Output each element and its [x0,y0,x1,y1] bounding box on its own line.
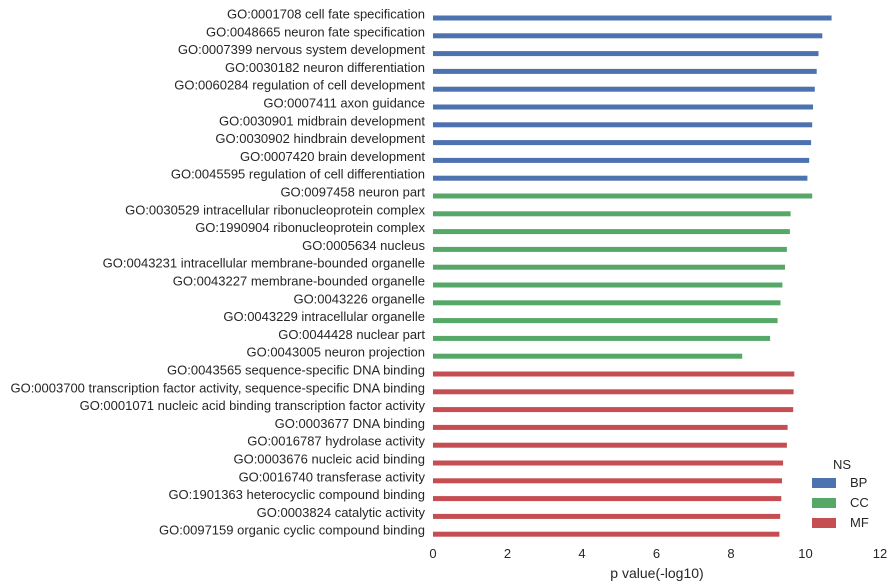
legend-title: NS [833,457,851,472]
bar-mf-24 [433,442,787,448]
bar-mf-22 [433,407,794,413]
y-tick-label: GO:0044428 nuclear part [278,327,425,342]
bar-cc-18 [433,335,771,341]
bar-bp-0 [433,15,832,21]
y-tick-label: GO:0016787 hydrolase activity [247,434,425,449]
bar-bp-7 [433,140,812,146]
y-tick-label: GO:0003677 DNA binding [275,416,425,431]
y-tick-label: GO:0005634 nucleus [302,238,425,253]
y-tick-label: GO:1901363 heterocyclic compound binding [168,487,425,502]
bar-bp-3 [433,68,817,74]
y-tick-label: GO:0043227 membrane-bounded organelle [173,274,425,289]
legend-label-cc: CC [850,495,869,510]
y-tick-label: GO:0043565 sequence-specific DNA binding [167,363,425,378]
bar-cc-12 [433,229,790,235]
legend-swatch-cc [812,498,836,508]
y-tick-label: GO:0048665 neuron fate specification [206,24,425,39]
y-tick-label: GO:0003824 catalytic activity [257,505,426,520]
y-tick-label: GO:0043226 organelle [293,291,425,306]
bar-mf-26 [433,478,782,484]
bar-cc-19 [433,353,743,359]
bar-bp-9 [433,175,808,181]
x-tick-label: 12 [873,546,887,561]
y-tick-label: GO:0043231 intracellular membrane-bounde… [103,256,425,271]
bar-bp-5 [433,104,813,110]
x-tick-label: 10 [798,546,812,561]
bar-cc-16 [433,300,781,306]
y-tick-label: GO:0045595 regulation of cell differenti… [171,167,425,182]
bar-mf-25 [433,460,784,466]
legend-items: BP CC MF [812,475,869,530]
y-tick-label: GO:0007420 brain development [240,149,425,164]
bar-bp-1 [433,33,823,39]
y-tick-label: GO:0043229 intracellular organelle [223,309,425,324]
y-tick-label: GO:0007399 nervous system development [178,42,426,57]
y-tick-label: GO:0001071 nucleic acid binding transcri… [80,398,426,413]
bar-mf-21 [433,389,794,395]
y-tick-labels: GO:0001708 cell fate specification GO:004… [10,7,425,538]
bar-mf-23 [433,424,788,430]
y-tick-label: GO:0060284 regulation of cell developmen… [174,78,425,93]
bar-bp-4 [433,86,815,92]
bar-mf-27 [433,496,782,502]
legend: NS BP CC MF [812,457,869,530]
bars-group [433,15,832,537]
y-tick-label: GO:0030529 intracellular ribonucleoprote… [125,202,425,217]
x-tick-label: 4 [578,546,585,561]
y-tick-label: GO:0030182 neuron differentiation [225,60,425,75]
legend-label-bp: BP [850,475,867,490]
bar-mf-28 [433,513,781,519]
bar-cc-15 [433,282,783,288]
y-tick-label: GO:0030901 midbrain development [219,113,425,128]
x-axis-label: p value(-log10) [610,565,703,581]
x-tick-label: 6 [653,546,660,561]
y-tick-label: GO:0003676 nucleic acid binding [233,452,425,467]
y-tick-label: GO:0003700 transcription factor activity… [10,380,425,395]
legend-label-mf: MF [850,515,869,530]
legend-swatch-bp [812,478,836,488]
x-tick-label: 2 [504,546,511,561]
bar-bp-8 [433,157,810,163]
y-tick-label: GO:0097458 neuron part [280,185,425,200]
bar-cc-10 [433,193,813,199]
bar-cc-17 [433,318,778,324]
y-tick-label: GO:0016740 transferase activity [239,469,426,484]
bar-cc-13 [433,246,787,252]
bar-cc-11 [433,211,791,217]
y-tick-label: GO:0007411 axon guidance [263,96,425,111]
y-tick-label: GO:0043005 neuron projection [246,345,425,360]
x-tick-label: 0 [429,546,436,561]
y-tick-label: GO:1990904 ribonucleoprotein complex [195,220,425,235]
y-tick-label: GO:0097159 organic cyclic compound bindi… [159,523,425,538]
bar-bp-2 [433,51,819,57]
bar-mf-20 [433,371,795,377]
x-tick-label: 8 [727,546,734,561]
y-tick-label: GO:0030902 hindbrain development [215,131,425,146]
bar-bp-6 [433,122,813,128]
legend-swatch-mf [812,518,836,528]
bar-cc-14 [433,264,785,270]
x-tick-labels: 0 2 4 6 8 10 12 [429,546,887,561]
y-tick-label: GO:0001708 cell fate specification [227,7,425,22]
bar-mf-29 [433,531,780,537]
